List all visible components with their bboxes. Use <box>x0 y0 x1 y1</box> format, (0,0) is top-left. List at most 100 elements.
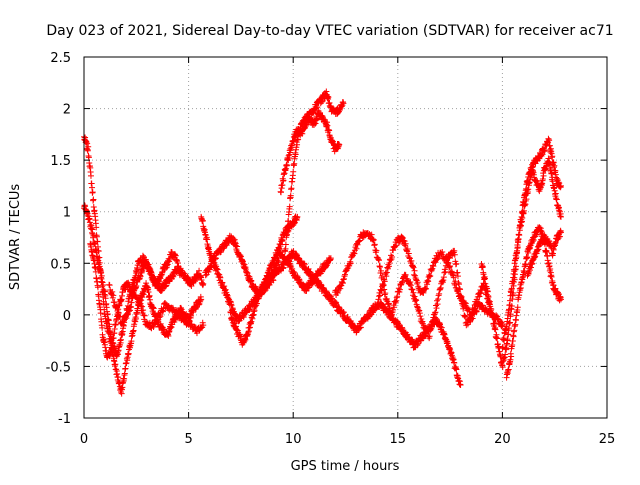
data-point <box>150 305 157 312</box>
data-point <box>150 323 157 330</box>
data-point <box>128 304 135 311</box>
data-point <box>104 310 111 317</box>
data-point <box>150 304 157 311</box>
series-arc-h <box>281 88 347 255</box>
data-point <box>112 361 119 368</box>
data-point <box>451 359 458 366</box>
data-point <box>159 308 166 315</box>
x-tick-label: 25 <box>599 432 616 447</box>
data-point <box>156 311 163 318</box>
data-point <box>154 317 161 324</box>
data-point <box>90 196 97 203</box>
x-tick-label: 20 <box>494 432 511 447</box>
data-point <box>193 330 200 337</box>
data-point <box>227 309 234 316</box>
data-point <box>114 307 121 314</box>
data-point <box>106 282 113 289</box>
x-tick-label: 10 <box>285 432 302 447</box>
data-point <box>140 312 147 319</box>
data-point <box>212 255 219 262</box>
data-point <box>135 296 142 303</box>
y-tick-label: 1 <box>63 206 71 221</box>
data-point <box>163 282 170 289</box>
data-point <box>112 304 119 311</box>
data-point <box>113 303 120 310</box>
data-point <box>177 312 184 319</box>
data-point <box>234 243 241 250</box>
data-point <box>115 310 122 317</box>
data-point <box>99 324 106 331</box>
data-point <box>286 203 293 210</box>
data-point <box>188 321 195 328</box>
series-arc-d <box>106 281 207 337</box>
data-point <box>296 255 303 262</box>
data-point <box>98 269 105 276</box>
data-point <box>97 310 104 317</box>
data-point <box>132 315 139 322</box>
data-point <box>87 172 94 179</box>
x-tick-label: 0 <box>80 432 88 447</box>
data-point <box>295 136 302 143</box>
data-point <box>120 321 127 328</box>
data-point <box>270 270 277 277</box>
data-point <box>457 381 464 388</box>
data-point <box>221 283 228 290</box>
data-point <box>162 283 169 290</box>
data-point <box>124 311 131 318</box>
data-point <box>294 213 301 220</box>
data-point <box>134 295 141 302</box>
data-point <box>196 267 203 274</box>
data-point <box>305 265 312 272</box>
x-tick-label: 15 <box>390 432 407 447</box>
data-point <box>123 315 130 322</box>
data-point <box>84 140 91 147</box>
y-tick-label: -0.5 <box>46 360 71 375</box>
data-point <box>92 268 99 275</box>
y-tick-label: 2.5 <box>50 51 71 66</box>
data-point <box>140 291 147 298</box>
data-point <box>137 273 144 280</box>
data-point <box>246 307 253 314</box>
data-point <box>222 286 229 293</box>
y-tick-label: 2 <box>63 103 71 118</box>
data-points <box>81 88 564 397</box>
y-tick-label: 0 <box>63 309 71 324</box>
data-point <box>102 295 109 302</box>
data-point <box>255 295 262 302</box>
data-point <box>404 331 411 338</box>
data-point <box>184 273 191 280</box>
y-tick-label: 0.5 <box>50 257 71 272</box>
series-arc-g <box>227 249 334 348</box>
chart-title: Day 023 of 2021, Sidereal Day-to-day VTE… <box>46 23 613 39</box>
data-point <box>98 272 105 279</box>
data-point <box>198 296 205 303</box>
data-point <box>263 280 270 287</box>
data-point <box>141 312 148 319</box>
data-point <box>357 324 364 331</box>
data-point <box>124 311 131 318</box>
data-point <box>314 104 321 111</box>
data-point <box>109 288 116 295</box>
data-point <box>145 289 152 296</box>
data-point <box>93 224 100 231</box>
data-point <box>282 241 289 248</box>
data-point <box>217 274 224 281</box>
data-point <box>157 313 164 320</box>
data-point <box>285 218 292 225</box>
data-point <box>85 143 92 150</box>
data-point <box>153 318 160 325</box>
data-point <box>111 298 118 305</box>
data-point <box>89 189 96 196</box>
data-point <box>127 307 134 314</box>
series-arc-c <box>87 240 207 361</box>
data-point <box>327 255 334 262</box>
y-tick-label: -1 <box>58 412 71 427</box>
data-point <box>90 232 97 239</box>
data-point <box>139 303 146 310</box>
data-point <box>140 307 147 314</box>
series-arc-e <box>198 213 464 388</box>
data-point <box>291 160 298 167</box>
y-axis-label: SDTVAR / TECUs <box>8 184 23 291</box>
